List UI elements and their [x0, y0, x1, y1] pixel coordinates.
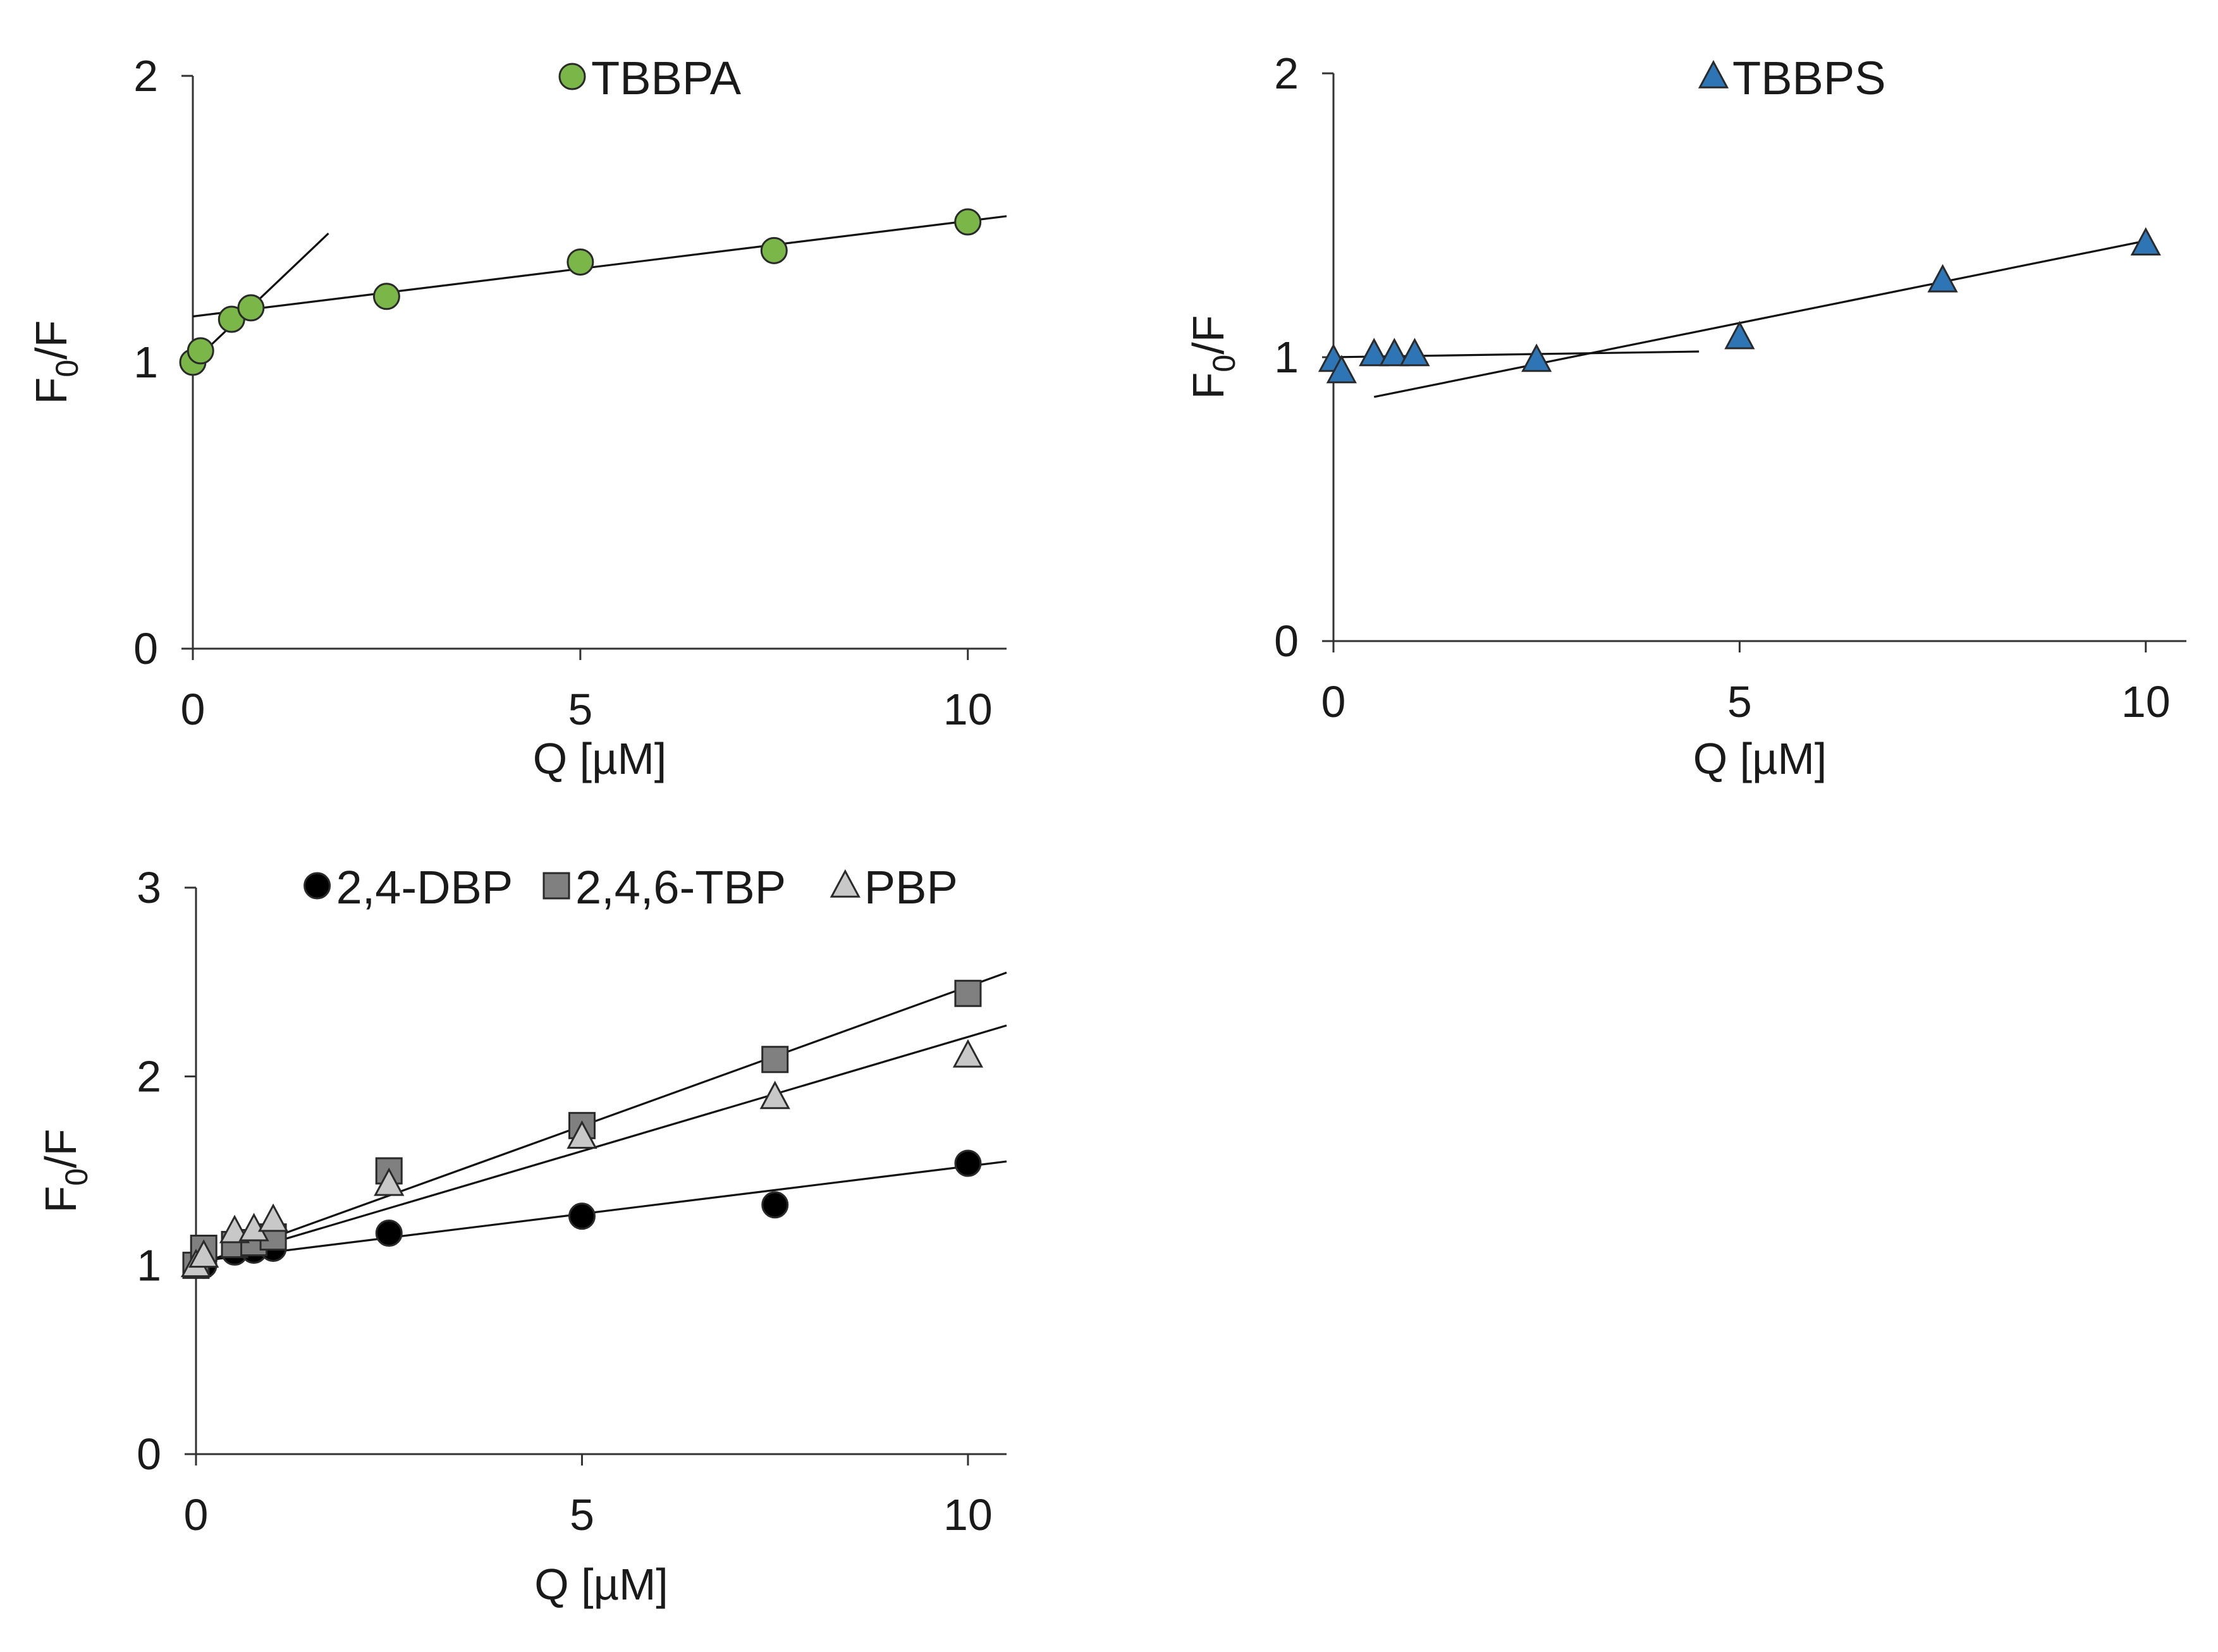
- x-tick-label: 10: [2121, 677, 2171, 726]
- y-axis-title-part: F: [27, 377, 76, 405]
- y-axis-title-part: /F: [27, 320, 76, 359]
- fit-line: [192, 232, 329, 364]
- y-axis-title-part: /F: [1184, 315, 1233, 354]
- legend-marker-tbbpa: [558, 63, 586, 90]
- y-axis-title-subscript: 0: [1206, 355, 1242, 372]
- y-axis-title-part: F: [1184, 372, 1233, 400]
- y-tick-label: 1: [137, 1240, 161, 1290]
- data-point-2-4-6-tbp: [954, 979, 982, 1007]
- data-point-pbp: [188, 1239, 219, 1268]
- y-tick-label: 2: [1274, 49, 1299, 98]
- data-point-pbp: [219, 1215, 250, 1244]
- x-tick-label: 10: [943, 685, 993, 734]
- legend-marker-2-4-6-tbp: [542, 872, 570, 900]
- x-tick-label: 0: [184, 1490, 209, 1539]
- data-point-tbbps: [1724, 321, 1755, 350]
- data-point-tbbpa: [187, 337, 214, 365]
- x-tick-label: 0: [1321, 677, 1346, 726]
- legend-label-2-4-dbp: 2,4-DBP: [336, 861, 513, 914]
- data-point-tbbps: [1927, 264, 1958, 293]
- data-point-tbbps: [1521, 343, 1552, 372]
- x-axis-title: Q [µM]: [534, 1560, 668, 1609]
- data-point-tbbps: [1326, 355, 1357, 384]
- data-point-pbp: [759, 1080, 790, 1110]
- y-tick-label: 1: [1274, 333, 1299, 382]
- data-point-tbbpa: [237, 294, 265, 322]
- x-axis-title: Q [µM]: [1693, 734, 1827, 783]
- fit-line: [1373, 240, 2147, 398]
- data-point-2-4-6-tbp: [761, 1046, 789, 1074]
- x-tick-label: 10: [943, 1490, 993, 1539]
- x-tick-label: 0: [181, 685, 205, 734]
- fit-line: [195, 1024, 1007, 1266]
- data-point-tbbps: [1379, 338, 1410, 367]
- x-axis-title: Q [µM]: [533, 734, 666, 783]
- fit-line: [195, 1160, 1007, 1263]
- data-point-2-4-dbp: [761, 1191, 789, 1219]
- y-tick-label: 0: [1274, 616, 1299, 666]
- data-point-tbbpa: [372, 283, 400, 310]
- legend-marker-2-4-dbp: [303, 872, 331, 900]
- y-axis-title-subscript: 0: [49, 360, 85, 377]
- data-point-2-4-dbp: [375, 1220, 403, 1247]
- y-tick-label: 3: [137, 863, 161, 912]
- y-tick-label: 0: [137, 1429, 161, 1479]
- data-point-tbbpa: [760, 236, 788, 264]
- legend-label-tbbps: TBBPS: [1732, 52, 1886, 104]
- data-point-2-4-dbp: [954, 1149, 982, 1177]
- data-point-pbp: [257, 1203, 289, 1232]
- data-point-tbbpa: [567, 248, 594, 276]
- y-axis-title: F0/F: [27, 320, 85, 404]
- x-tick-label: 5: [568, 685, 592, 734]
- data-point-tbbpa: [954, 208, 982, 236]
- data-point-2-4-dbp: [568, 1202, 596, 1230]
- y-tick-label: 0: [133, 624, 158, 673]
- x-tick-label: 5: [570, 1490, 594, 1539]
- y-axis-title-subscript: 0: [58, 1168, 94, 1186]
- y-tick-label: 1: [133, 338, 158, 387]
- legend-label-2-4-6-tbp: 2,4,6-TBP: [575, 861, 786, 914]
- y-tick-label: 2: [133, 51, 158, 101]
- y-axis-title: F0/F: [1184, 315, 1242, 399]
- data-point-pbp: [567, 1120, 597, 1149]
- legend-label-pbp: PBP: [864, 861, 958, 914]
- data-point-pbp: [374, 1167, 405, 1196]
- legend-marker-tbbps: [1698, 59, 1729, 89]
- legend-label-tbbpa: TBBPA: [591, 52, 742, 104]
- fit-line: [192, 215, 1007, 318]
- data-point-tbbps: [1399, 338, 1430, 367]
- y-axis-title-part: /F: [36, 1129, 85, 1168]
- legend-marker-pbp: [830, 869, 861, 898]
- x-tick-label: 5: [1727, 677, 1752, 726]
- data-point-tbbps: [2130, 227, 2161, 256]
- y-axis-title: F0/F: [36, 1129, 94, 1213]
- y-axis-title-part: F: [36, 1186, 85, 1213]
- fit-line: [195, 971, 1007, 1266]
- data-point-pbp: [952, 1039, 984, 1068]
- y-tick-label: 2: [137, 1052, 161, 1101]
- data-point-tbbps: [1359, 338, 1390, 367]
